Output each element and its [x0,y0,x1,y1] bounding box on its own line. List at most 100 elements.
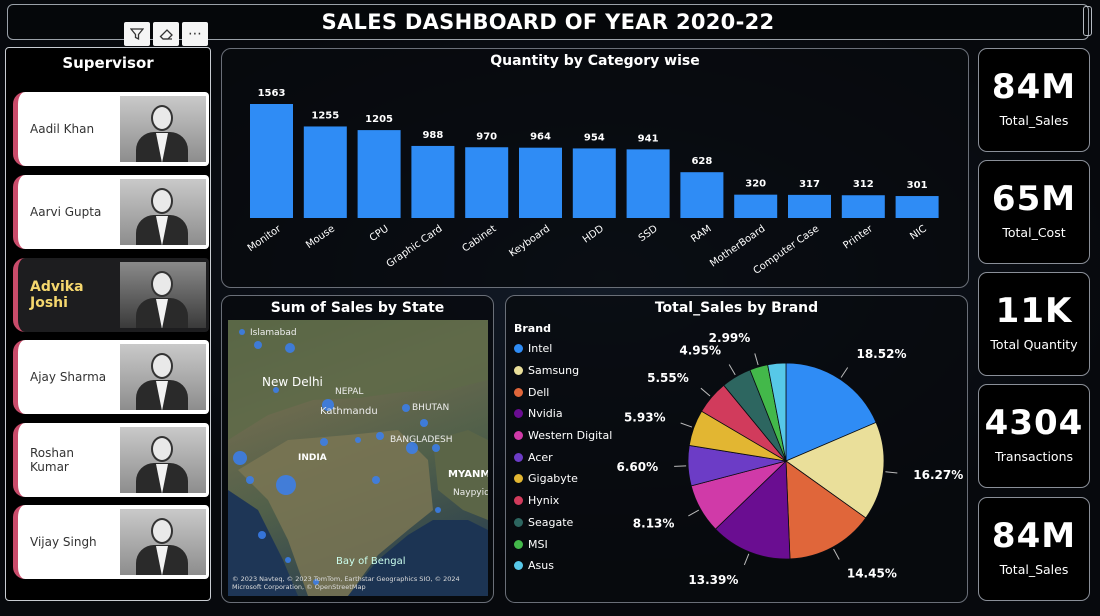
map-bubble[interactable] [420,419,428,427]
map-bubble[interactable] [258,531,266,539]
bar[interactable] [734,194,778,218]
legend-swatch [514,474,523,484]
map-label-new-delhi: New Delhi [262,375,323,389]
legend-swatch [514,387,523,397]
slice-label: 8.13% [633,517,675,531]
supervisor-photo [120,427,206,493]
legend-label: Seagate [528,515,574,529]
map-bubble[interactable] [285,343,295,353]
category-label: CPU [368,223,391,244]
supervisor-card[interactable]: Advika Joshi [13,258,209,332]
legend-item[interactable]: MSI [514,533,612,555]
bar[interactable] [411,145,455,218]
legend-item[interactable]: Western Digital [514,425,612,447]
legend-item[interactable]: Intel [514,338,612,360]
supervisor-card[interactable]: Aarvi Gupta [13,175,209,249]
legend-item[interactable]: Samsung [514,360,612,382]
legend-item[interactable]: Nvidia [514,403,612,425]
legend-swatch [514,517,523,527]
map-bubble[interactable] [372,476,380,484]
map-bubble[interactable] [432,444,440,452]
bar[interactable] [357,130,401,218]
legend-label: Samsung [528,364,580,378]
bar-chart: 1563 Monitor 1255 Mouse 1205 CPU 988 Graphic Ca… [246,88,939,277]
supervisor-card[interactable]: Aadil Khan [13,92,209,166]
map-bubble[interactable] [320,438,328,446]
map-bubble[interactable] [233,451,247,465]
legend-swatch [514,366,523,376]
map-bubble[interactable] [322,399,334,411]
slice-label: 2.99% [709,331,751,345]
pie-slice[interactable] [785,421,885,519]
slice-label: 16.27% [913,468,963,482]
legend-label: Hynix [528,494,560,508]
slice-label: 5.55% [647,371,689,385]
map-bubble[interactable] [406,442,418,454]
eraser-icon[interactable] [153,22,179,46]
slice-label: 14.45% [847,567,897,581]
map-attribution: © 2023 Navteq, © 2023 TomTom, Earthstar … [232,575,460,591]
supervisor-name: Ajay Sharma [30,370,107,384]
map-bubble[interactable] [246,476,254,484]
bar[interactable] [465,147,509,218]
leader-line [754,353,759,366]
bar[interactable] [303,126,347,218]
bar[interactable] [895,196,939,218]
pie-legend: Intel Samsung Dell Nvidia Western Digital Ace… [514,338,612,577]
map-bubble[interactable] [254,341,262,349]
bar[interactable] [519,147,562,218]
map-bubble[interactable] [376,432,384,440]
kpi-value: 65M [991,179,1077,219]
bar[interactable] [250,104,293,218]
map-label-islamabad: Islamabad [250,328,297,338]
pie-slice[interactable] [714,460,791,560]
map-bubble[interactable] [273,387,279,393]
data-label: 988 [422,130,443,141]
map-bubble[interactable] [355,437,361,443]
map-label-bhutan: BHUTAN [412,403,450,413]
bar[interactable] [626,149,670,218]
bar[interactable] [680,172,724,218]
legend-item[interactable]: Hynix [514,490,612,512]
category-label: Graphic Card [385,223,445,270]
pie-slice[interactable] [767,362,787,462]
map-bubble[interactable] [276,475,296,495]
category-label: Mouse [304,223,337,251]
legend-swatch [514,431,523,441]
map-title: Sum of Sales by State [270,300,445,316]
legend-item[interactable]: Dell [514,381,612,403]
legend-item[interactable]: Acer [514,446,612,468]
bar[interactable] [572,148,616,218]
legend-item[interactable]: Asus [514,555,612,577]
map-bubble[interactable] [239,329,245,335]
pie-slice[interactable] [785,460,867,560]
legend-item[interactable]: Seagate [514,512,612,534]
supervisor-card[interactable]: Ajay Sharma [13,340,209,414]
supervisor-card[interactable]: Roshan Kumar [13,423,209,497]
data-label: 954 [584,132,605,143]
leader-line [743,553,750,566]
category-label: Printer [841,223,875,252]
kpi-value: 84M [991,516,1077,556]
supervisor-photo [120,96,206,162]
map-bubble[interactable] [313,579,319,585]
data-label: 628 [691,156,712,167]
kpi-card: 84M Total_Sales [978,48,1090,152]
bar[interactable] [788,194,831,218]
pie-slice[interactable] [785,362,877,462]
more-options-icon[interactable]: ⋯ [182,22,208,46]
data-label: 1255 [311,110,339,121]
map-bubble[interactable] [435,507,441,513]
scrollbar-handle[interactable] [1083,6,1092,36]
bar[interactable] [841,195,885,218]
funnel-icon[interactable] [124,22,150,46]
map-bubble[interactable] [402,404,410,412]
supervisor-card[interactable]: Vijay Singh [13,505,209,579]
legend-item[interactable]: Gigabyte [514,468,612,490]
map-bubble[interactable] [285,557,291,563]
data-label: 301 [907,180,928,191]
slice-label: 6.60% [617,460,659,474]
map-label-bangladesh: BANGLADESH [390,435,453,445]
sales-map[interactable]: Islamabad New Delhi NEPAL Kathmandu BHUT… [228,320,488,596]
slicer-title: Supervisor [62,54,154,72]
